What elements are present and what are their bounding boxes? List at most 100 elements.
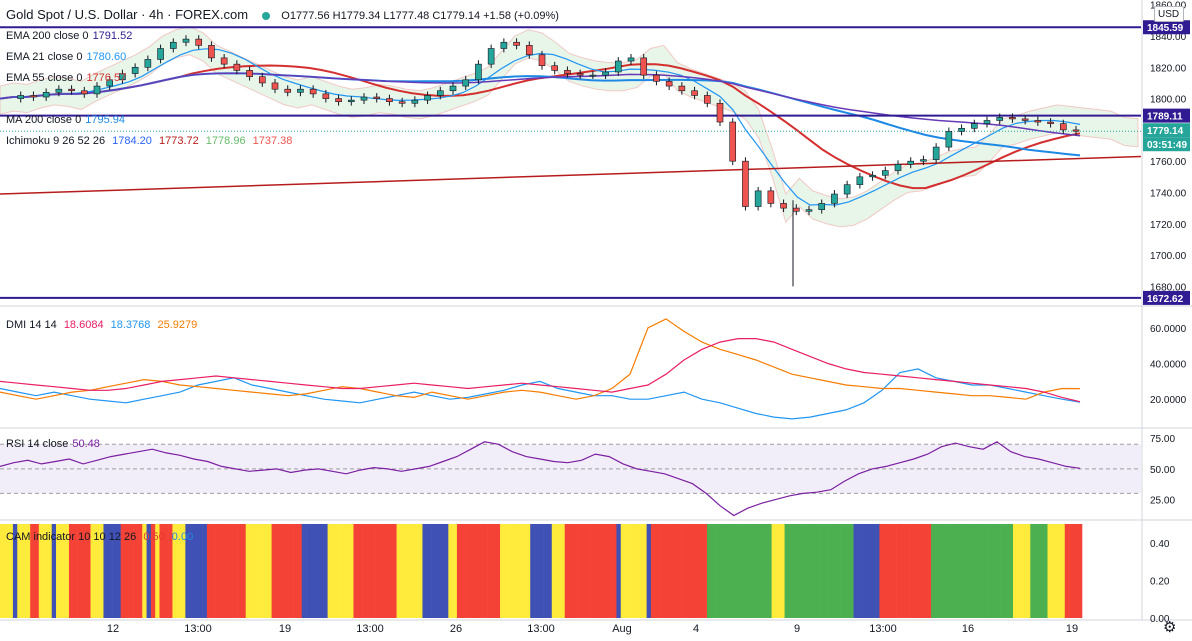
candle-body [93,85,101,95]
cam-bar [771,524,777,618]
legend-rsi[interactable]: RSI 14 close 50.48 [6,438,100,450]
cam-bar [650,524,656,618]
candle-body [462,79,470,87]
candle-body [208,45,215,59]
candle-body [1072,129,1080,132]
candle-body [1034,120,1042,123]
cam-bar [250,524,255,618]
chart-header: Gold Spot / U.S. Dollar · 4h · FOREX.com… [6,7,559,22]
candle-body [920,159,927,162]
candle-body [716,102,724,123]
cam-bar [1034,524,1040,618]
cam-bar [603,524,609,618]
candle-body [678,85,686,92]
candle-body [68,88,75,92]
legend-dmi[interactable]: DMI 14 14 18.6084 18.3768 25.9279 [6,319,198,331]
cam-bar [806,524,811,618]
cam-bar [935,524,941,618]
cam-bar [827,524,833,618]
cam-bar [569,524,574,618]
cam-bar [68,524,74,618]
candle-body [271,82,279,90]
cam-bar [754,524,759,618]
cam-bar [288,524,294,618]
cam-bar [219,524,225,618]
cam-bar [297,524,303,618]
candle-body [30,95,37,98]
candle-body [258,76,266,84]
cam-bar [823,524,828,618]
cam-bar [1008,524,1014,618]
time-tick-label: 4 [693,623,699,635]
legend-cam[interactable]: CAM indicator 10 10 12 26 0.50 0.00 [6,531,194,543]
legend-ema200[interactable]: EMA 200 close 0 1791.52 [6,30,133,42]
legend-ema21[interactable]: EMA 21 close 0 1780.60 [6,51,127,63]
cam-bar [1038,524,1044,618]
cam-bar [51,524,57,618]
cam-bar [267,524,272,618]
cam-bar [577,524,583,618]
dmi-series-line [0,368,1081,420]
dmi-series-line [0,338,1081,403]
time-tick-label: 13:00 [869,623,897,635]
cam-bar [728,524,734,618]
cam-bar [797,524,803,618]
legend-ichimoku[interactable]: Ichimoku 9 26 52 26 1784.20 1773.72 1778… [6,135,293,147]
cam-bar [875,524,880,618]
candle-body [932,146,940,160]
cam-bar [310,524,315,618]
gear-icon[interactable]: ⚙ [1163,619,1177,636]
cam-bar [228,524,234,618]
cam-bar [392,524,397,618]
cam-bar [586,524,591,618]
candle-body [653,74,660,82]
cam-bar [918,524,923,618]
price-tick-label: 1840.00 [1150,32,1187,43]
price-tick-label: 1680.00 [1150,282,1187,293]
cam-bar [1073,524,1078,618]
time-tick-label: 9 [794,623,800,635]
candle-body [805,209,813,212]
cam-bar [896,524,902,618]
price-tick-label: 1700.00 [1150,251,1187,262]
candle-body [195,38,203,46]
cam-bar [724,524,729,618]
candle-body [1009,117,1016,120]
candle-body [182,38,190,43]
cam-bar [831,524,837,618]
cam-bar [107,524,113,618]
cam-bar [370,524,376,618]
cam-bar [224,524,229,618]
cam-bar [176,524,182,618]
legend-ema55[interactable]: EMA 55 close 0 1776.57 [6,72,127,84]
cam-bar [168,524,173,618]
cam-tick-label: 0.00 [1150,614,1170,625]
cam-bar [155,524,160,618]
price-marker-label: 1845.59 [1147,23,1184,34]
candle-body [970,123,978,129]
cam-bar [142,524,147,618]
cam-bar [517,524,522,618]
cam-bar [400,524,406,618]
cam-bar [987,524,992,618]
cam-bar [948,524,953,618]
cam-bar [405,524,410,618]
cam-bar [737,524,742,618]
price-tick-label: 1740.00 [1150,188,1187,199]
cam-bar [879,524,884,618]
cam-bar [1069,524,1074,618]
cam-bar [34,524,40,618]
cam-bar [900,524,906,618]
cam-bar [237,524,242,618]
time-tick-label: 19 [1066,623,1078,635]
cam-bar [926,524,932,618]
cam-bar [590,524,596,618]
currency-selector[interactable]: USD [1154,6,1184,22]
legend-ma200[interactable]: MA 200 close 0 1795.94 [6,114,125,126]
cam-bar [646,524,652,618]
candle-body [958,128,965,132]
cam-bar [625,524,630,618]
cam-bar [1030,524,1035,618]
candle-body [246,70,253,77]
